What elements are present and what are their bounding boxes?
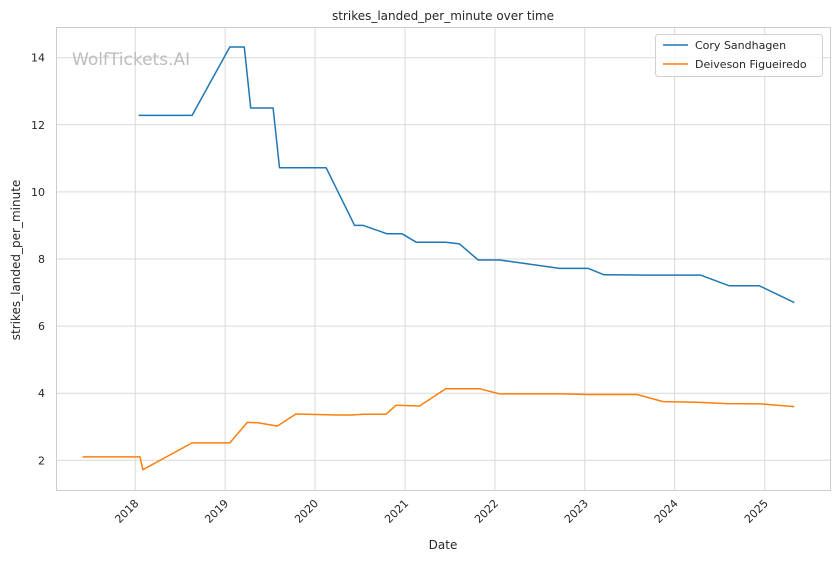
- legend-label-cory-sandhagen: Cory Sandhagen: [695, 39, 786, 52]
- y-tick-label: 2: [38, 454, 45, 467]
- series-line-deiveson-figueiredo: [82, 388, 795, 471]
- y-tick-label: 6: [38, 320, 45, 333]
- series-line-cory-sandhagen: [138, 46, 795, 304]
- x-tick-label: 2019: [202, 497, 231, 526]
- x-tick-label: 2020: [292, 497, 321, 526]
- y-axis-ticks: 2 4 6 8 10 12 14: [31, 52, 45, 468]
- legend-box: [655, 34, 823, 77]
- y-tick-label: 14: [31, 52, 45, 65]
- x-axis-title: Date: [429, 538, 458, 552]
- x-tick-label: 2021: [382, 497, 411, 526]
- y-tick-label: 12: [31, 119, 45, 132]
- y-tick-label: 8: [38, 253, 45, 266]
- y-tick-label: 4: [38, 387, 45, 400]
- x-tick-label: 2018: [112, 497, 141, 526]
- legend-label-deiveson-figueiredo: Deiveson Figueiredo: [695, 58, 807, 71]
- y-tick-label: 10: [31, 186, 45, 199]
- x-tick-label: 2023: [562, 497, 591, 526]
- series-lines: [82, 46, 795, 471]
- x-tick-label: 2022: [472, 497, 501, 526]
- y-axis-title: strikes_landed_per_minute: [9, 180, 23, 341]
- x-tick-label: 2024: [652, 497, 681, 526]
- chart-title: strikes_landed_per_minute over time: [332, 9, 554, 23]
- plot-area-frame: [56, 27, 831, 491]
- x-tick-label: 2025: [742, 497, 771, 526]
- x-axis-ticks: 2018 2019 2020 2021 2022 2023 2024 2025: [112, 497, 770, 526]
- grid-lines: [56, 27, 831, 491]
- legend: Cory Sandhagen Deiveson Figueiredo: [655, 34, 823, 77]
- watermark-text: WolfTickets.AI: [72, 50, 190, 70]
